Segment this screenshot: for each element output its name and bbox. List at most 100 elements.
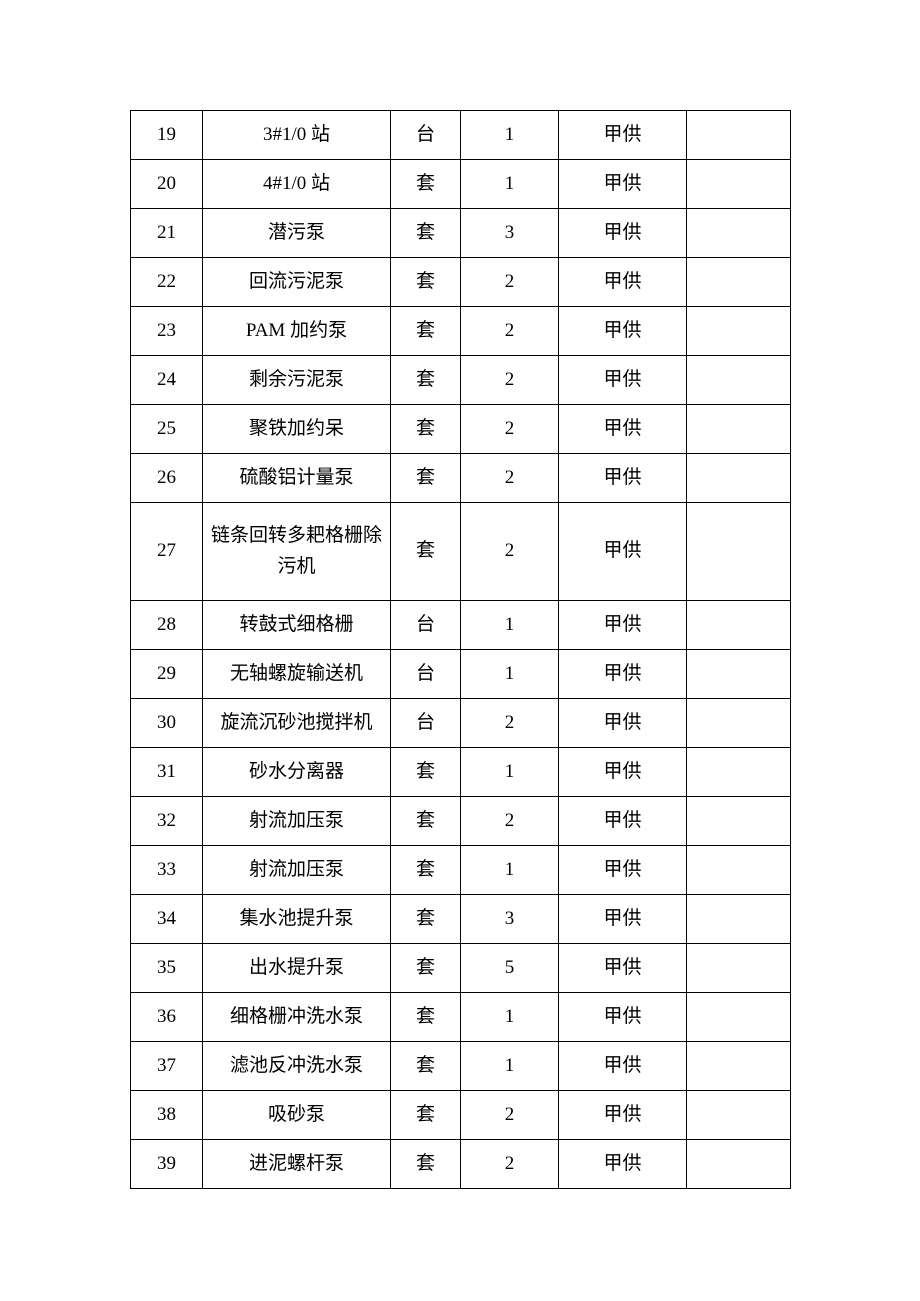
cell-unit: 套: [391, 1140, 461, 1189]
table-row: 23PAM 加约泵套2甲供: [131, 307, 791, 356]
cell-name: 集水池提升泵: [203, 895, 391, 944]
cell-notes: [687, 209, 791, 258]
cell-supply: 甲供: [559, 895, 687, 944]
table-row: 32射流加压泵套2甲供: [131, 797, 791, 846]
cell-name: 4#1/0 站: [203, 160, 391, 209]
cell-name: 硫酸铝计量泵: [203, 454, 391, 503]
cell-qty: 2: [461, 356, 559, 405]
cell-unit: 台: [391, 601, 461, 650]
equipment-table-container: 193#1/0 站台1甲供204#1/0 站套1甲供21潜污泵套3甲供22回流污…: [130, 110, 790, 1189]
cell-qty: 2: [461, 797, 559, 846]
cell-unit: 套: [391, 160, 461, 209]
cell-supply: 甲供: [559, 846, 687, 895]
cell-name: 剩余污泥泵: [203, 356, 391, 405]
cell-notes: [687, 503, 791, 601]
cell-num: 27: [131, 503, 203, 601]
cell-unit: 台: [391, 111, 461, 160]
cell-unit: 套: [391, 405, 461, 454]
cell-notes: [687, 895, 791, 944]
table-row: 29无轴螺旋输送机台1甲供: [131, 650, 791, 699]
cell-supply: 甲供: [559, 944, 687, 993]
cell-num: 34: [131, 895, 203, 944]
table-row: 21潜污泵套3甲供: [131, 209, 791, 258]
cell-qty: 1: [461, 993, 559, 1042]
cell-supply: 甲供: [559, 1140, 687, 1189]
cell-notes: [687, 258, 791, 307]
cell-notes: [687, 993, 791, 1042]
cell-supply: 甲供: [559, 356, 687, 405]
cell-supply: 甲供: [559, 797, 687, 846]
cell-qty: 2: [461, 307, 559, 356]
cell-qty: 1: [461, 650, 559, 699]
cell-notes: [687, 1140, 791, 1189]
cell-notes: [687, 846, 791, 895]
cell-qty: 3: [461, 209, 559, 258]
cell-num: 19: [131, 111, 203, 160]
cell-notes: [687, 1042, 791, 1091]
cell-qty: 2: [461, 1140, 559, 1189]
cell-num: 20: [131, 160, 203, 209]
cell-num: 25: [131, 405, 203, 454]
cell-unit: 套: [391, 209, 461, 258]
cell-unit: 套: [391, 944, 461, 993]
cell-num: 37: [131, 1042, 203, 1091]
table-row: 28转鼓式细格栅台1甲供: [131, 601, 791, 650]
cell-supply: 甲供: [559, 454, 687, 503]
table-row: 25聚铁加约呆套2甲供: [131, 405, 791, 454]
cell-supply: 甲供: [559, 650, 687, 699]
table-row: 204#1/0 站套1甲供: [131, 160, 791, 209]
table-body: 193#1/0 站台1甲供204#1/0 站套1甲供21潜污泵套3甲供22回流污…: [131, 111, 791, 1189]
cell-notes: [687, 405, 791, 454]
cell-unit: 套: [391, 307, 461, 356]
table-row: 38吸砂泵套2甲供: [131, 1091, 791, 1140]
cell-unit: 套: [391, 846, 461, 895]
equipment-table: 193#1/0 站台1甲供204#1/0 站套1甲供21潜污泵套3甲供22回流污…: [130, 110, 791, 1189]
cell-unit: 套: [391, 993, 461, 1042]
table-row: 31砂水分离器套1甲供: [131, 748, 791, 797]
cell-name: 3#1/0 站: [203, 111, 391, 160]
cell-num: 23: [131, 307, 203, 356]
cell-qty: 1: [461, 846, 559, 895]
cell-notes: [687, 111, 791, 160]
cell-supply: 甲供: [559, 258, 687, 307]
cell-qty: 2: [461, 699, 559, 748]
cell-name: 射流加压泵: [203, 797, 391, 846]
cell-num: 38: [131, 1091, 203, 1140]
cell-unit: 套: [391, 503, 461, 601]
table-row: 35出水提升泵套5甲供: [131, 944, 791, 993]
cell-qty: 2: [461, 1091, 559, 1140]
table-row: 39进泥螺杆泵套2甲供: [131, 1140, 791, 1189]
cell-qty: 2: [461, 258, 559, 307]
cell-notes: [687, 356, 791, 405]
cell-unit: 套: [391, 895, 461, 944]
cell-supply: 甲供: [559, 307, 687, 356]
cell-unit: 台: [391, 699, 461, 748]
cell-qty: 1: [461, 160, 559, 209]
cell-qty: 3: [461, 895, 559, 944]
table-row: 36细格栅冲洗水泵套1甲供: [131, 993, 791, 1042]
table-row: 34集水池提升泵套3甲供: [131, 895, 791, 944]
cell-qty: 2: [461, 454, 559, 503]
table-row: 27链条回转多耙格栅除污机套2甲供: [131, 503, 791, 601]
cell-num: 35: [131, 944, 203, 993]
cell-notes: [687, 650, 791, 699]
table-row: 22回流污泥泵套2甲供: [131, 258, 791, 307]
cell-num: 21: [131, 209, 203, 258]
cell-unit: 套: [391, 356, 461, 405]
cell-num: 22: [131, 258, 203, 307]
cell-num: 29: [131, 650, 203, 699]
cell-notes: [687, 307, 791, 356]
cell-unit: 套: [391, 748, 461, 797]
cell-unit: 台: [391, 650, 461, 699]
cell-name: 聚铁加约呆: [203, 405, 391, 454]
cell-num: 24: [131, 356, 203, 405]
cell-name: 射流加压泵: [203, 846, 391, 895]
cell-name: 出水提升泵: [203, 944, 391, 993]
cell-name: 滤池反冲洗水泵: [203, 1042, 391, 1091]
cell-notes: [687, 1091, 791, 1140]
table-row: 24剩余污泥泵套2甲供: [131, 356, 791, 405]
cell-notes: [687, 748, 791, 797]
cell-unit: 套: [391, 454, 461, 503]
cell-notes: [687, 160, 791, 209]
cell-supply: 甲供: [559, 748, 687, 797]
